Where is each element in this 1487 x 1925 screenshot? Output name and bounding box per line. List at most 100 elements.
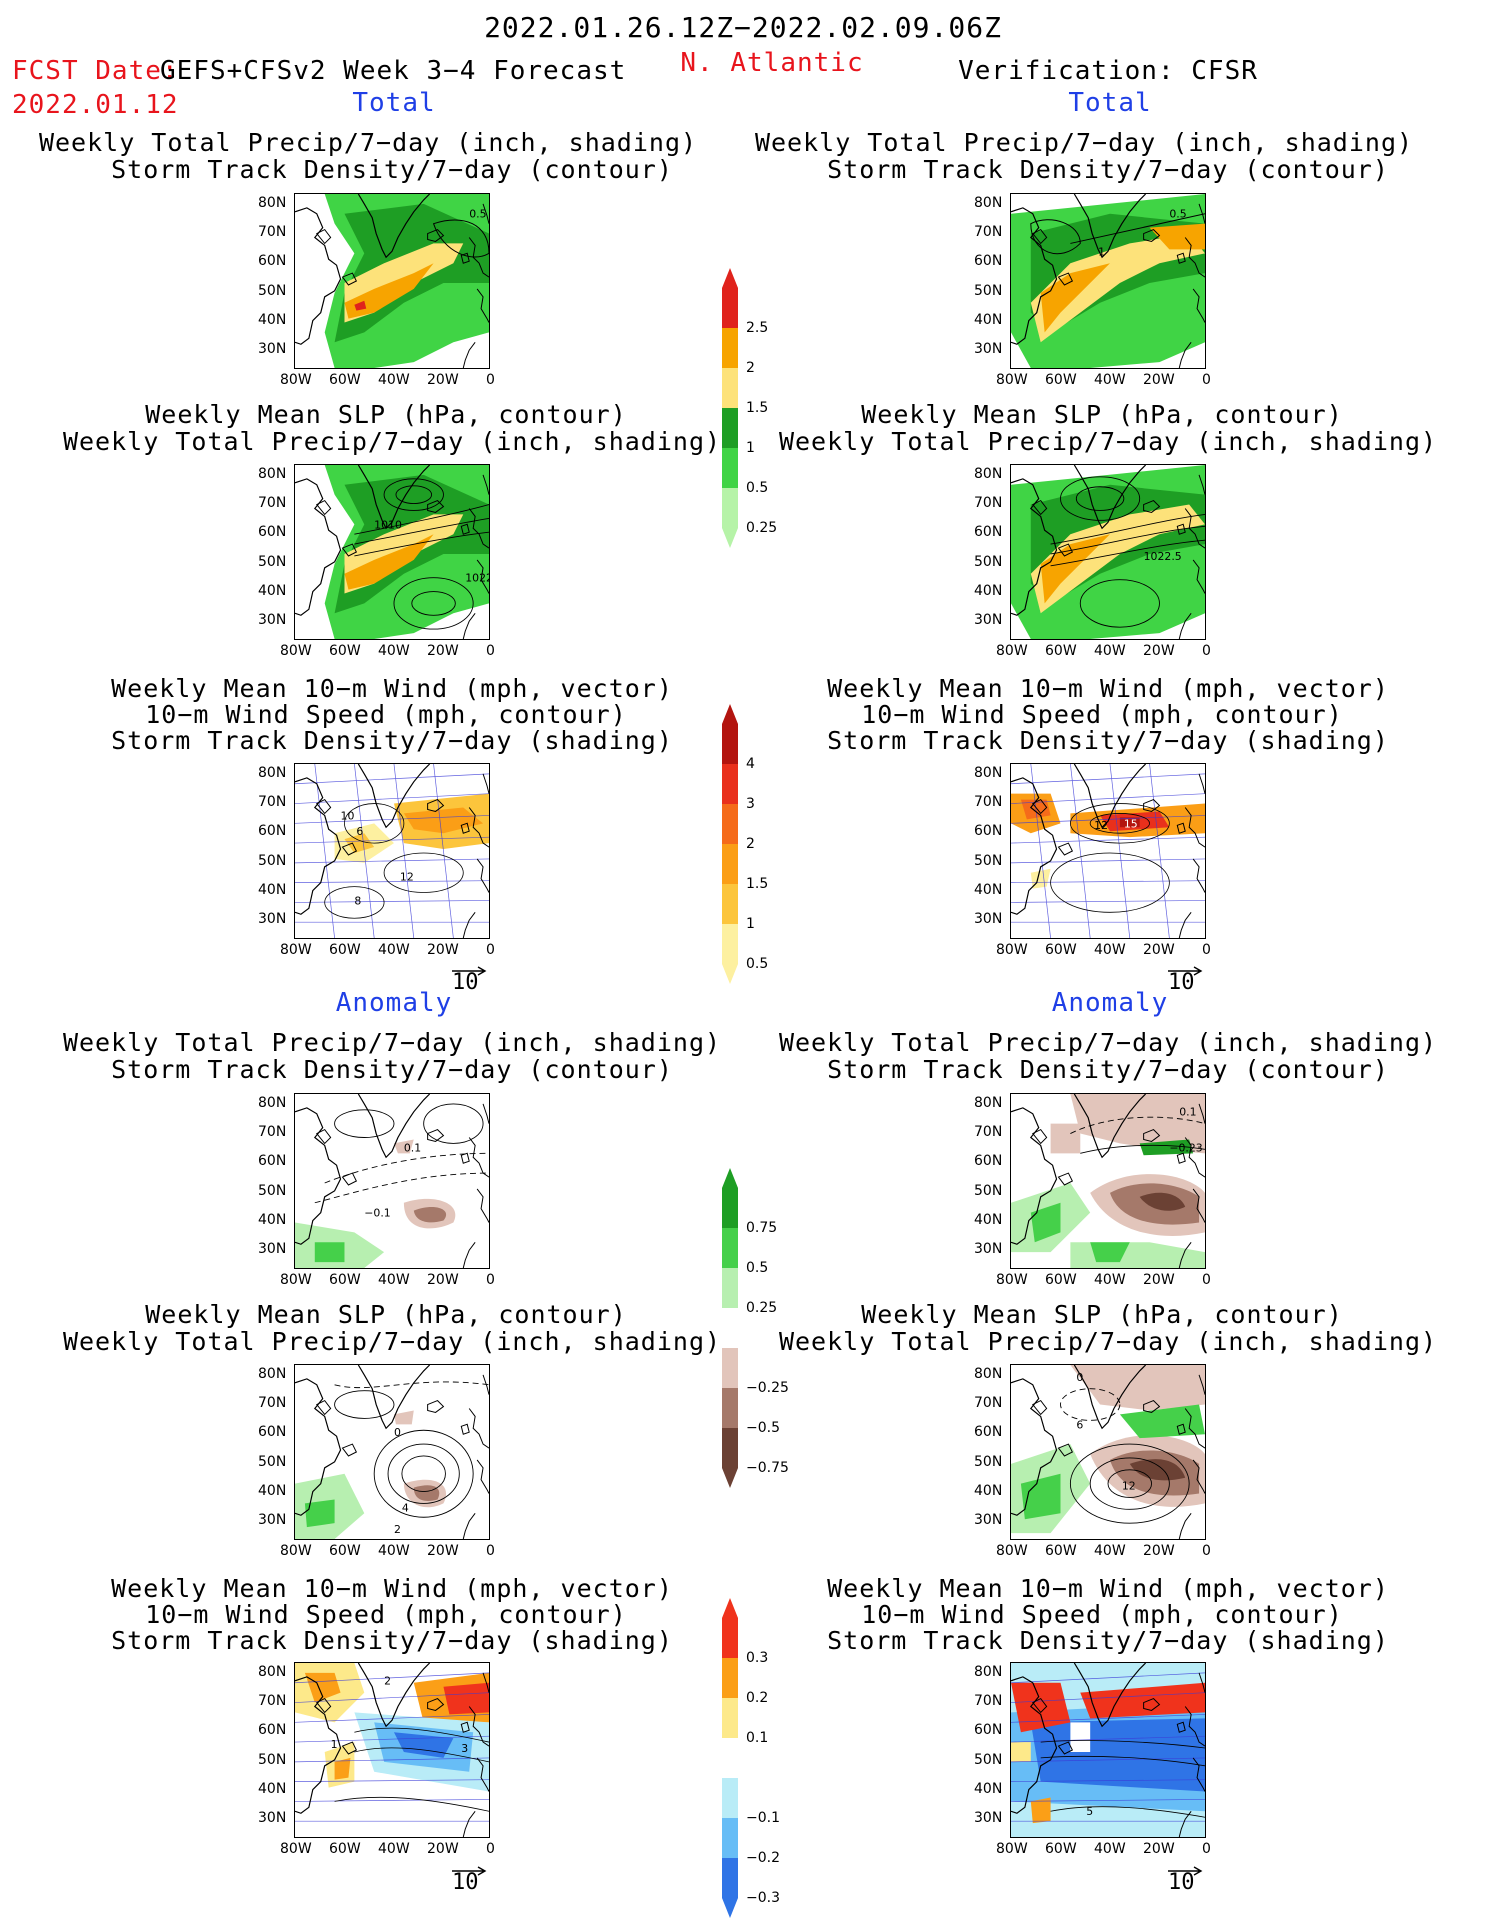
lat-tick-label: 60N bbox=[974, 253, 1003, 270]
title-p5-line1: Weekly Mean SLP (hPa, contour) bbox=[145, 1300, 627, 1329]
contour-label: 1022.5 bbox=[1144, 550, 1182, 563]
map-precip-storm-forecast: 0.5 bbox=[294, 193, 490, 369]
colorbar-precip-anomaly: 0.75 0.5 0.25 −0.25 −0.5 −0.75 bbox=[720, 1168, 789, 1492]
colorbar-label: 0.5 bbox=[746, 480, 769, 496]
colorbar-swatch bbox=[722, 924, 738, 964]
contour-label: 6 bbox=[356, 825, 363, 838]
lat-tick-label: 40N bbox=[974, 1482, 1003, 1499]
lon-tick-label: 40W bbox=[378, 372, 410, 388]
lon-tick-label: 60W bbox=[1045, 1543, 1077, 1559]
lat-tick-label: 60N bbox=[258, 1424, 287, 1441]
colorbar-swatch bbox=[722, 1618, 738, 1658]
lon-tick-label: 20W bbox=[1143, 643, 1175, 659]
colorbar-bottom-arrow bbox=[722, 1898, 738, 1918]
date-range-title: 2022.01.26.12Z−2022.02.09.06Z bbox=[484, 11, 1002, 44]
contour-label: 8 bbox=[354, 894, 361, 907]
colorbar-top-arrow bbox=[722, 1168, 738, 1188]
contour-label: 10 bbox=[341, 809, 355, 822]
lat-tick-label: 80N bbox=[258, 466, 287, 482]
lon-tick-label: 20W bbox=[1143, 372, 1175, 388]
lon-tick-label: 0 bbox=[1202, 1543, 1211, 1559]
colorbar-swatch bbox=[722, 368, 738, 408]
colorbar-swatch bbox=[722, 844, 738, 884]
lon-tick-label: 20W bbox=[427, 1543, 459, 1559]
map-slp-anomaly-forecast: 0 4 2 bbox=[294, 1364, 490, 1540]
lon-tick-label: 40W bbox=[1094, 372, 1126, 388]
lat-tick-label: 70N bbox=[258, 794, 287, 811]
lon-tick-label: 20W bbox=[427, 372, 459, 388]
colorbar-swatch bbox=[722, 764, 738, 804]
lat-tick-label: 80N bbox=[974, 1095, 1003, 1111]
contour-label: 0.5 bbox=[1169, 208, 1186, 221]
contour-label: 1022 bbox=[465, 572, 489, 585]
colorbar-swatch bbox=[722, 1188, 738, 1228]
contour-label: 5 bbox=[1086, 1805, 1093, 1818]
contour-label: 0.5 bbox=[469, 208, 486, 221]
colorbar-swatches bbox=[722, 1598, 738, 1918]
lon-tick-label: 0 bbox=[1202, 1841, 1211, 1857]
section-total-left: Total bbox=[352, 88, 436, 118]
vector-ref-label: 10 bbox=[1168, 970, 1195, 995]
colorbar-swatch bbox=[722, 1228, 738, 1268]
vector-ref-label: 10 bbox=[452, 1870, 479, 1895]
lon-tick-label: 60W bbox=[329, 1272, 361, 1288]
lat-tick-label: 40N bbox=[258, 311, 287, 328]
colorbar-swatch bbox=[722, 1388, 738, 1428]
lat-tick-label: 60N bbox=[258, 524, 287, 541]
map-precip-anomaly-forecast: 0.1 −0.1 bbox=[294, 1093, 490, 1269]
title-r1-line2: Storm Track Density/7−day (contour) bbox=[827, 155, 1389, 184]
title-p5-line2: Weekly Total Precip/7−day (inch, shading… bbox=[62, 1327, 722, 1356]
lon-tick-label: 60W bbox=[329, 372, 361, 388]
title-p2-line1: Weekly Mean SLP (hPa, contour) bbox=[145, 400, 627, 429]
colorbar-label: 0.75 bbox=[746, 1220, 778, 1236]
colorbar-swatch bbox=[722, 1698, 738, 1738]
contour-label: −0.1 bbox=[364, 1207, 390, 1220]
lat-tick-label: 80N bbox=[974, 195, 1003, 211]
section-total-right: Total bbox=[1068, 88, 1152, 118]
colorbar-bottom-arrow bbox=[722, 964, 738, 984]
colorbar-label: −0.5 bbox=[746, 1420, 780, 1436]
map-slp-precip-forecast: 1010 1022 bbox=[294, 464, 490, 640]
vector-ref-left-total: 10 bbox=[452, 966, 487, 994]
lon-tick-label: 40W bbox=[1094, 643, 1126, 659]
lat-tick-label: 70N bbox=[258, 495, 287, 512]
colorbar-label: 4 bbox=[746, 756, 755, 772]
lat-tick-label: 30N bbox=[258, 1512, 287, 1528]
lat-tick-label: 30N bbox=[974, 1241, 1003, 1257]
lon-tick-label: 20W bbox=[427, 1272, 459, 1288]
colorbar-top-arrow bbox=[722, 704, 738, 724]
section-anomaly-right: Anomaly bbox=[1051, 988, 1169, 1018]
lat-tick-label: 30N bbox=[258, 1241, 287, 1257]
colorbar-label: 0.3 bbox=[746, 1650, 769, 1666]
lon-tick-label: 0 bbox=[486, 942, 495, 958]
vector-ref-left-anomaly: 10 bbox=[452, 1866, 487, 1895]
lat-tick-label: 40N bbox=[258, 881, 287, 898]
lat-tick-label: 40N bbox=[974, 1780, 1003, 1797]
map-precip-anomaly-verification: 0.1 −0.23 bbox=[1010, 1093, 1206, 1269]
colorbar-swatch bbox=[722, 328, 738, 368]
colorbar-label: 2.5 bbox=[746, 320, 769, 336]
lat-tick-label: 40N bbox=[974, 1211, 1003, 1228]
lon-tick-label: 80W bbox=[280, 372, 312, 388]
lat-tick-label: 40N bbox=[258, 1211, 287, 1228]
colorbar-swatch bbox=[722, 1738, 738, 1778]
lon-tick-label: 60W bbox=[1045, 1272, 1077, 1288]
map-slp-anomaly-verification: 0 6 12 bbox=[1010, 1364, 1206, 1540]
title-r4-line2: Storm Track Density/7−day (contour) bbox=[827, 1055, 1389, 1084]
contour-label: 0 bbox=[394, 1426, 401, 1439]
lon-tick-label: 0 bbox=[1202, 942, 1211, 958]
contour-label: 4 bbox=[402, 1501, 409, 1514]
lat-tick-label: 50N bbox=[974, 553, 1003, 570]
lon-tick-label: 20W bbox=[1143, 942, 1175, 958]
lat-tick-label: 60N bbox=[258, 253, 287, 270]
lat-tick-label: 40N bbox=[974, 311, 1003, 328]
title-p6-line3: Storm Track Density/7−day (shading) bbox=[111, 1626, 673, 1655]
map-precip-storm-verification: 0.5 1 bbox=[1010, 193, 1206, 369]
lon-tick-label: 60W bbox=[329, 1543, 361, 1559]
lon-tick-label: 80W bbox=[280, 1841, 312, 1857]
vector-ref-right-anomaly: 10 bbox=[1168, 1866, 1203, 1894]
lon-tick-label: 40W bbox=[1094, 942, 1126, 958]
lat-tick-label: 30N bbox=[974, 1512, 1003, 1528]
arrow-right-icon bbox=[452, 966, 487, 976]
colorbar-label: 1 bbox=[746, 440, 755, 456]
